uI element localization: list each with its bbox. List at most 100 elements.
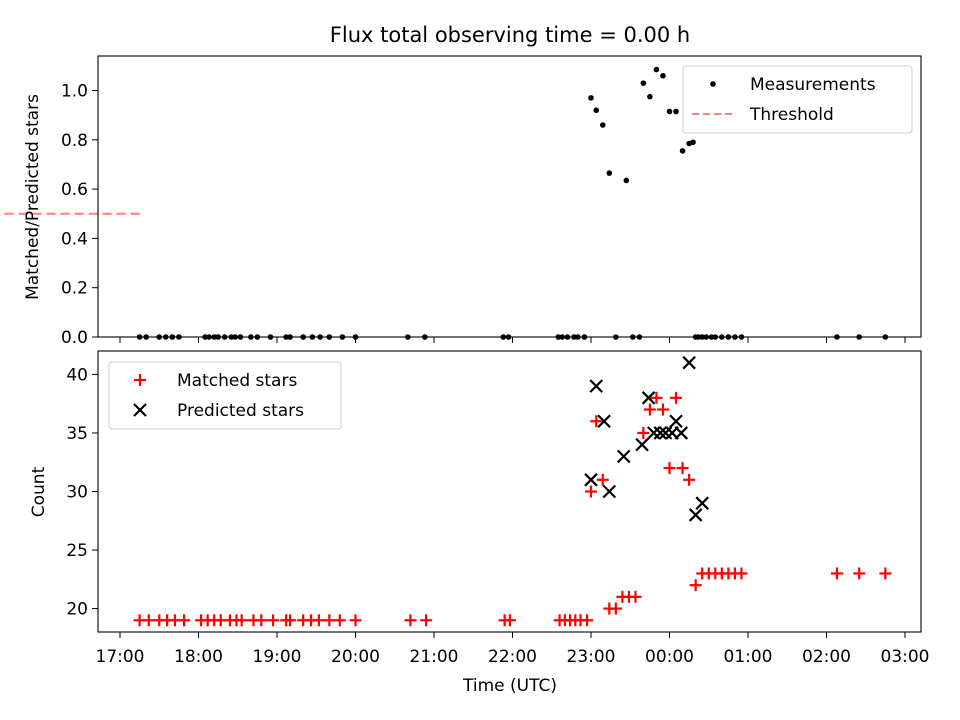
matched-star-point [312,614,325,627]
bottom-x-tick: 23:00 [567,632,616,667]
bottom-x-tick: 19:00 [253,632,302,667]
legend-label-matched: Matched stars [177,371,297,391]
bottom-legend: Matched stars Predicted stars [108,361,342,430]
top-y-tick: 0.8 [61,131,98,151]
top-legend: Measurements Threshold [682,65,913,134]
matched-star-point [349,614,362,627]
measurement-point [660,72,666,79]
predicted-star-point [688,508,703,522]
top-axis-ticks: 0.0 0.2 0.4 0.6 0.8 1.0 [61,82,906,348]
bottom-y-tick-label: 25 [66,541,88,561]
predicted-star-point [597,414,611,429]
predicted-star-point [589,379,604,393]
top-axes-frame [97,55,922,338]
matched-star-point [735,567,748,580]
bottom-y-tick: 25 [66,541,98,561]
legend-marker-measurements [710,81,716,87]
bottom-y-tick: 35 [66,424,98,444]
matched-star-point [142,614,155,627]
top-plot-area [0,66,889,340]
matched-star-point [650,391,663,404]
predicted-star-point [674,426,689,440]
bottom-x-tick-label: 20:00 [331,647,380,667]
top-y-tick-label: 1.0 [61,82,88,102]
bottom-y-tick: 40 [66,365,98,385]
bottom-panel: 20 25 30 35 40 17:00 18:00 19:00 20:00 21:00 22:00… [29,350,930,696]
bottom-x-tick-label: 02:00 [802,647,851,667]
measurement-point [653,66,660,73]
matched-star-point [879,567,892,580]
measurement-point [623,177,630,184]
top-y-tick: 1.0 [61,82,98,102]
top-legend-frame [682,65,913,134]
bottom-x-tick: 03:00 [881,632,930,667]
matched-star-point [178,614,191,627]
bottom-y-tick: 20 [66,600,98,620]
measurement-point [690,139,696,146]
predicted-star-point [602,484,617,499]
bottom-y-tick-label: 40 [66,365,88,385]
bottom-y-tick-label: 30 [66,483,88,503]
measurement-point [606,170,613,176]
predicted-star-point [682,355,696,370]
matched-star-point [609,602,622,615]
measurement-point [593,107,600,114]
measurement-point [679,148,686,154]
matched-star-point [581,614,594,627]
bottom-x-tick-label: 03:00 [881,647,930,667]
chart-title: Flux total observing time = 0.00 h [330,23,690,47]
top-y-tick-label: 0.2 [61,279,88,299]
matched-star-point [284,614,297,627]
bottom-x-tick-label: 18:00 [174,647,223,667]
matched-star-point [585,485,597,498]
bottom-y-tick-label: 20 [66,600,88,620]
bottom-x-tick-label: 23:00 [567,647,616,667]
bottom-x-tick-label: 00:00 [645,647,694,667]
matched-star-point [255,614,268,627]
bottom-legend-frame [108,361,342,430]
matched-star-point [676,462,689,475]
bottom-x-tick-label: 21:00 [410,647,459,667]
bottom-x-tick: 22:00 [488,632,537,667]
bottom-x-tick: 00:00 [645,632,694,667]
matched-star-point [830,567,843,580]
bottom-x-tick-label: 01:00 [724,647,773,667]
matched-star-point [590,415,603,428]
predicted-star-point [647,426,661,440]
bottom-x-tick: 18:00 [174,632,223,667]
bottom-x-tick: 17:00 [96,632,145,667]
top-y-tick: 0.6 [61,180,98,200]
matched-star-point [663,462,676,475]
bottom-plot-area [133,355,892,627]
top-y-tick: 0.2 [61,279,98,299]
top-y-tick-label: 0.0 [61,328,88,348]
bottom-x-tick: 02:00 [802,632,851,667]
measurement-point [673,108,679,115]
top-y-tick-label: 0.4 [61,229,88,249]
legend-marker-predicted [133,403,147,417]
top-y-axis-label: Matched/Predicted stars [23,94,43,300]
bottom-axis-ticks: 20 25 30 35 40 17:00 18:00 19:00 20:00 21:00 22:00… [66,365,929,667]
matched-star-point [267,614,280,627]
predicted-star-point [641,391,656,405]
top-y-tick-label: 0.8 [61,131,88,151]
matched-star-point [420,614,433,627]
measurement-point [599,122,606,128]
top-panel: 0.0 0.2 0.4 0.6 0.8 1.0 Matched/Predicted sta… [0,55,922,348]
predicted-star-point [584,473,598,487]
legend-label-threshold: Threshold [749,105,834,125]
matched-star-point [323,614,336,627]
predicted-star-point [653,426,668,440]
bottom-y-tick: 30 [66,483,98,503]
matched-star-point [235,614,248,627]
bottom-x-tick: 20:00 [331,632,380,667]
predicted-star-point [616,449,631,464]
legend-marker-matched [134,374,146,386]
bottom-y-axis-label: Count [29,466,49,517]
bottom-y-tick-label: 35 [66,424,88,444]
measurement-point [640,80,647,86]
top-y-tick: 0.0 [61,328,98,348]
matched-star-point [333,614,346,627]
predicted-star-point [695,496,709,510]
